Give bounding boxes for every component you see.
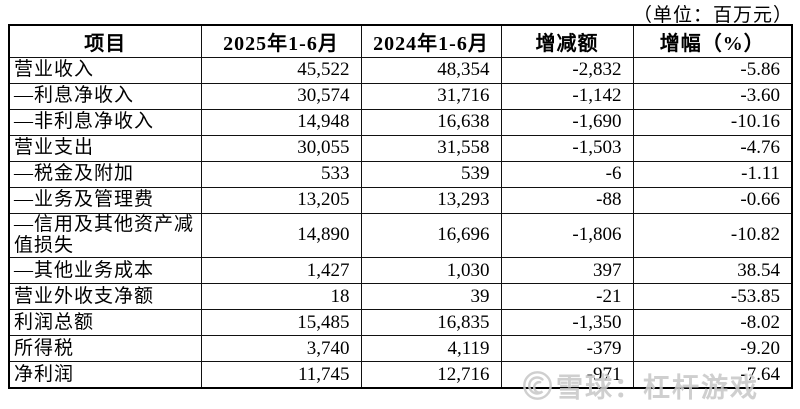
row-label-cell: 营业收入 (8, 56, 202, 84)
row-label-cell: —业务及管理费 (8, 186, 202, 214)
row-label-cell: —其他业务成本 (8, 257, 202, 285)
value-2024-cell: 1,030 (360, 257, 502, 285)
change-amount-cell: -2,832 (500, 56, 634, 84)
value-2024-cell: 31,716 (360, 82, 502, 110)
growth-pct-cell: -5.86 (632, 56, 793, 84)
value-2025-cell: 11,745 (200, 361, 362, 389)
change-amount-cell: -1,806 (500, 212, 634, 259)
change-amount-cell: -1,142 (500, 82, 634, 110)
value-2025-cell: 30,055 (200, 134, 362, 162)
growth-pct-cell: -8.02 (632, 309, 793, 337)
value-2024-cell: 13,293 (360, 186, 502, 214)
row-label-cell: —税金及附加 (8, 160, 202, 188)
row-label-cell: —信用及其他资产减 值损失 (8, 212, 202, 259)
table-row: 净利润 11,745 12,716 -971 -7.64 (8, 361, 793, 389)
col-header-2024-period: 2024年1-6月 (360, 24, 502, 58)
table-row: 利润总额 15,485 16,835 -1,350 -8.02 (8, 309, 793, 337)
value-2025-cell: 14,890 (200, 212, 362, 259)
table-row: —利息净收入 30,574 31,716 -1,142 -3.60 (8, 82, 793, 110)
table-row: 所得税 3,740 4,119 -379 -9.20 (8, 335, 793, 363)
row-label-cell: 利润总额 (8, 309, 202, 337)
financial-results-table: 项目 2025年1-6月 2024年1-6月 增减额 增幅（%） 营业收入 45,522 4… (8, 24, 793, 389)
change-amount-cell: -21 (500, 283, 634, 311)
unit-label: （单位：百万元） (632, 5, 793, 26)
row-label-cell: 净利润 (8, 361, 202, 389)
table-row: —信用及其他资产减 值损失 14,890 16,696 -1,806 -10.82 (8, 212, 793, 259)
table-row: 营业收入 45,522 48,354 -2,832 -5.86 (8, 56, 793, 84)
value-2024-cell: 16,696 (360, 212, 502, 259)
value-2024-cell: 4,119 (360, 335, 502, 363)
growth-pct-cell: -0.66 (632, 186, 793, 214)
change-amount-cell: 397 (500, 257, 634, 285)
growth-pct-cell: -4.76 (632, 134, 793, 162)
value-2024-cell: 12,716 (360, 361, 502, 389)
row-label-cell: 营业外收支净额 (8, 283, 202, 311)
value-2025-cell: 15,485 (200, 309, 362, 337)
value-2024-cell: 39 (360, 283, 502, 311)
growth-pct-cell: -53.85 (632, 283, 793, 311)
growth-pct-cell: -10.16 (632, 108, 793, 136)
value-2025-cell: 13,205 (200, 186, 362, 214)
change-amount-cell: -971 (500, 361, 634, 389)
row-label-cell: —非利息净收入 (8, 108, 202, 136)
table-row: 营业外收支净额 18 39 -21 -53.85 (8, 283, 793, 311)
col-header-2025-period: 2025年1-6月 (200, 24, 362, 58)
value-2024-cell: 48,354 (360, 56, 502, 84)
value-2025-cell: 45,522 (200, 56, 362, 84)
value-2024-cell: 539 (360, 160, 502, 188)
growth-pct-cell: -7.64 (632, 361, 793, 389)
value-2024-cell: 31,558 (360, 134, 502, 162)
growth-pct-cell: -1.11 (632, 160, 793, 188)
row-label-cell: 营业支出 (8, 134, 202, 162)
col-header-item: 项目 (8, 24, 202, 58)
row-label-cell: 所得税 (8, 335, 202, 363)
value-2025-cell: 18 (200, 283, 362, 311)
table-row: 营业支出 30,055 31,558 -1,503 -4.76 (8, 134, 793, 162)
value-2025-cell: 30,574 (200, 82, 362, 110)
table-row: —税金及附加 533 539 -6 -1.11 (8, 160, 793, 188)
col-header-growth-pct: 增幅（%） (632, 24, 793, 58)
table-header-row: 项目 2025年1-6月 2024年1-6月 增减额 增幅（%） (8, 24, 793, 58)
value-2025-cell: 1,427 (200, 257, 362, 285)
change-amount-cell: -1,690 (500, 108, 634, 136)
value-2024-cell: 16,835 (360, 309, 502, 337)
growth-pct-cell: -9.20 (632, 335, 793, 363)
change-amount-cell: -88 (500, 186, 634, 214)
value-2024-cell: 16,638 (360, 108, 502, 136)
change-amount-cell: -6 (500, 160, 634, 188)
change-amount-cell: -1,350 (500, 309, 634, 337)
table-row: —其他业务成本 1,427 1,030 397 38.54 (8, 257, 793, 285)
col-header-change-amount: 增减额 (500, 24, 634, 58)
value-2025-cell: 533 (200, 160, 362, 188)
table-row: —非利息净收入 14,948 16,638 -1,690 -10.16 (8, 108, 793, 136)
value-2025-cell: 14,948 (200, 108, 362, 136)
growth-pct-cell: -3.60 (632, 82, 793, 110)
row-label-cell: —利息净收入 (8, 82, 202, 110)
growth-pct-cell: 38.54 (632, 257, 793, 285)
growth-pct-cell: -10.82 (632, 212, 793, 259)
value-2025-cell: 3,740 (200, 335, 362, 363)
change-amount-cell: -379 (500, 335, 634, 363)
change-amount-cell: -1,503 (500, 134, 634, 162)
table-row: —业务及管理费 13,205 13,293 -88 -0.66 (8, 186, 793, 214)
